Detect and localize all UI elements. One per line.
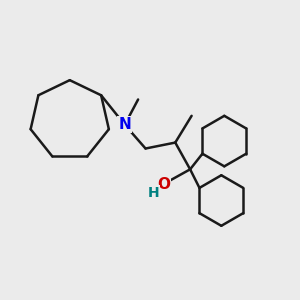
Text: N: N: [118, 117, 131, 132]
Text: O: O: [157, 177, 170, 192]
Text: H: H: [148, 185, 160, 200]
